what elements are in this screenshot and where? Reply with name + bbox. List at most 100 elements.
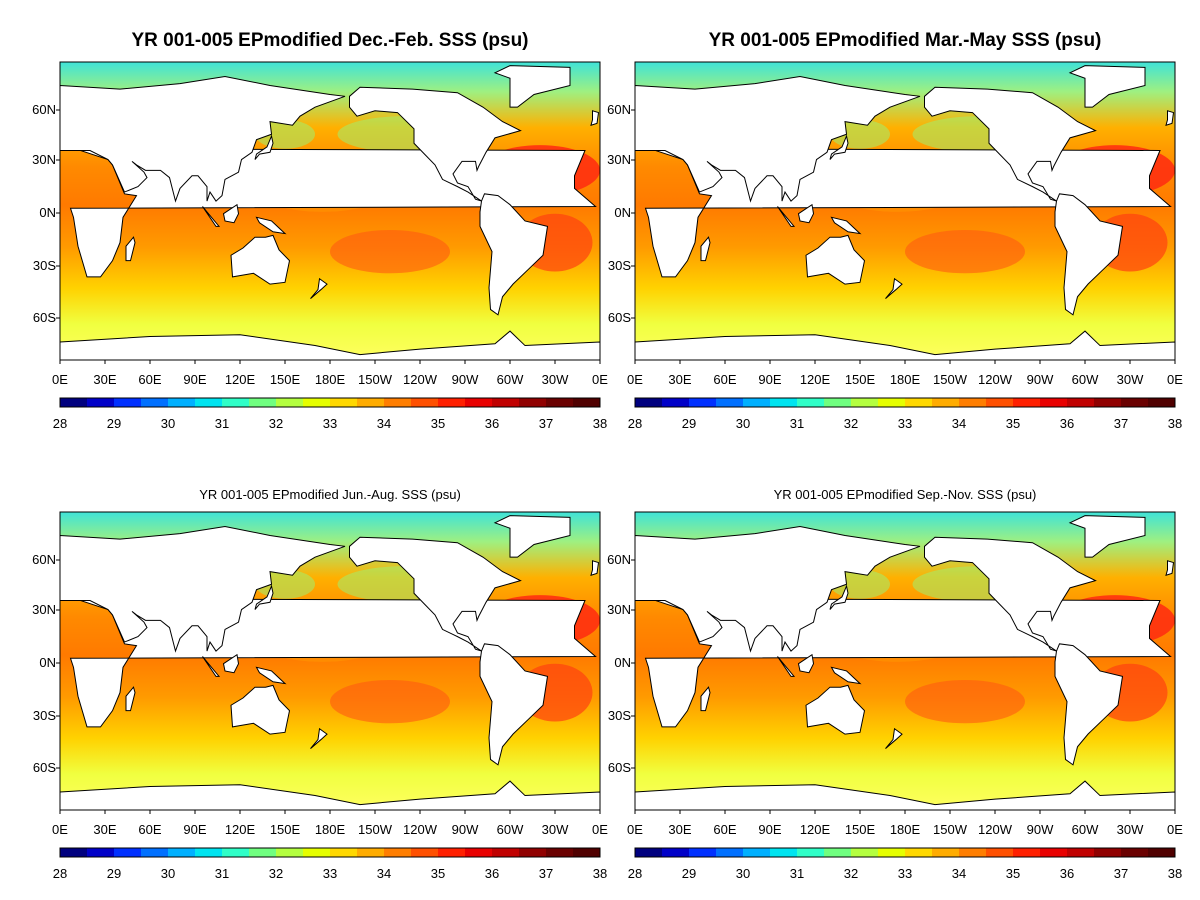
colorbar-frame <box>634 397 1176 408</box>
colorbar-label: 33 <box>897 416 913 431</box>
land-australia <box>805 684 866 735</box>
lon-tick-label: 90E <box>183 822 207 837</box>
colorbar-label: 35 <box>430 416 446 431</box>
lon-tick-label: 30W <box>1116 372 1144 387</box>
land-antarctica <box>635 780 1175 810</box>
lon-tick-label: 30E <box>668 372 692 387</box>
colorbar-segment <box>546 848 574 857</box>
colorbar-segment <box>438 848 466 857</box>
land-sumatra <box>777 206 796 227</box>
lon-tick-label: 120E <box>799 372 831 387</box>
lon-tick-label: 0E <box>592 822 608 837</box>
colorbar-segment <box>492 398 520 407</box>
colorbar-segment <box>276 848 304 857</box>
lon-tick-label: 150W <box>933 372 967 387</box>
lon-tick-label: 150E <box>844 372 876 387</box>
map-panel: YR 001-005 EPmodified Jun.-Aug. SSS (psu… <box>0 450 608 900</box>
colorbar-label: 37 <box>538 416 554 431</box>
colorbar-segment <box>689 398 717 407</box>
colorbar-label: 38 <box>592 866 608 881</box>
colorbar-label: 37 <box>1113 416 1129 431</box>
lat-tick-label: 30S <box>32 258 56 273</box>
colorbar-segment <box>662 398 690 407</box>
lon-tick-label: 120E <box>224 822 256 837</box>
colorbar-segment <box>878 398 906 407</box>
colorbar-segment <box>330 398 358 407</box>
colorbar-segment <box>87 398 115 407</box>
sss-map <box>631 61 1176 408</box>
salinity-region <box>330 679 450 724</box>
colorbar-label: 28 <box>627 416 643 431</box>
land-madagascar <box>125 236 136 262</box>
colorbar-segment <box>905 848 933 857</box>
colorbar-segment <box>465 398 493 407</box>
lon-tick-label: 60W <box>1071 822 1099 837</box>
colorbar-label: 29 <box>106 866 122 881</box>
land-greenland <box>493 65 571 108</box>
colorbar-label: 34 <box>376 416 392 431</box>
colorbar-segment <box>1067 848 1095 857</box>
colorbar-segment <box>851 848 879 857</box>
lon-tick-label: 60W <box>496 822 524 837</box>
colorbar-segment <box>573 848 601 857</box>
colorbar-label: 38 <box>1167 866 1183 881</box>
lon-tick-label: 0E <box>1167 372 1183 387</box>
colorbar-label: 29 <box>681 866 697 881</box>
colorbar-segment <box>384 398 412 407</box>
lon-tick-label: 90E <box>183 372 207 387</box>
colorbar-segment <box>662 848 690 857</box>
lon-tick-label: 120W <box>403 372 437 387</box>
lon-tick-label: 150E <box>269 822 301 837</box>
salinity-region <box>905 679 1025 724</box>
colorbar-segment <box>1040 848 1068 857</box>
lon-tick-label: 150W <box>933 822 967 837</box>
lon-tick-label: 120W <box>978 822 1012 837</box>
lat-tick-label: 30S <box>607 708 631 723</box>
colorbar-segment <box>195 398 223 407</box>
lon-tick-label: 90W <box>451 822 479 837</box>
colorbar-segment <box>932 848 960 857</box>
land-madagascar <box>700 236 711 262</box>
colorbar-label: 30 <box>160 866 176 881</box>
colorbar-segment <box>222 848 250 857</box>
colorbar-label: 37 <box>538 866 554 881</box>
land-antarctica <box>635 330 1175 360</box>
lat-tick-label: 30N <box>607 602 631 617</box>
colorbar-label: 28 <box>52 416 68 431</box>
lon-tick-label: 60E <box>138 822 162 837</box>
land-greenland <box>1068 65 1146 108</box>
colorbar-frame <box>59 397 601 408</box>
lat-tick-label: 30S <box>32 708 56 723</box>
salinity-region <box>905 229 1025 274</box>
colorbar-segment <box>743 398 771 407</box>
colorbar-segment <box>905 398 933 407</box>
land-borneo <box>797 203 815 224</box>
colorbar-segment <box>87 848 115 857</box>
land-eurasia <box>60 525 346 653</box>
lon-tick-label: 90E <box>758 372 782 387</box>
colorbar-segment <box>986 398 1014 407</box>
land-borneo <box>222 203 240 224</box>
land-japan <box>254 134 274 160</box>
land-newguinea <box>830 216 862 235</box>
lon-tick-label: 30W <box>1116 822 1144 837</box>
land-borneo <box>797 653 815 674</box>
colorbar-label: 35 <box>430 866 446 881</box>
lon-tick-label: 60E <box>713 372 737 387</box>
colorbar-segment <box>1067 398 1095 407</box>
colorbar-label: 35 <box>1005 416 1021 431</box>
lon-tick-label: 150E <box>269 372 301 387</box>
colorbar-segment <box>1148 848 1176 857</box>
colorbar-segment <box>770 848 798 857</box>
land-eurasia <box>635 525 921 653</box>
land-japan <box>254 584 274 610</box>
lat-tick-label: 60S <box>32 760 56 775</box>
lon-tick-label: 30E <box>93 372 117 387</box>
colorbar-label: 29 <box>106 416 122 431</box>
colorbar-segment <box>959 848 987 857</box>
sss-map <box>56 61 601 408</box>
colorbar-label: 29 <box>681 416 697 431</box>
lon-tick-label: 120W <box>403 822 437 837</box>
lon-tick-label: 0E <box>1167 822 1183 837</box>
colorbar-segment <box>824 848 852 857</box>
